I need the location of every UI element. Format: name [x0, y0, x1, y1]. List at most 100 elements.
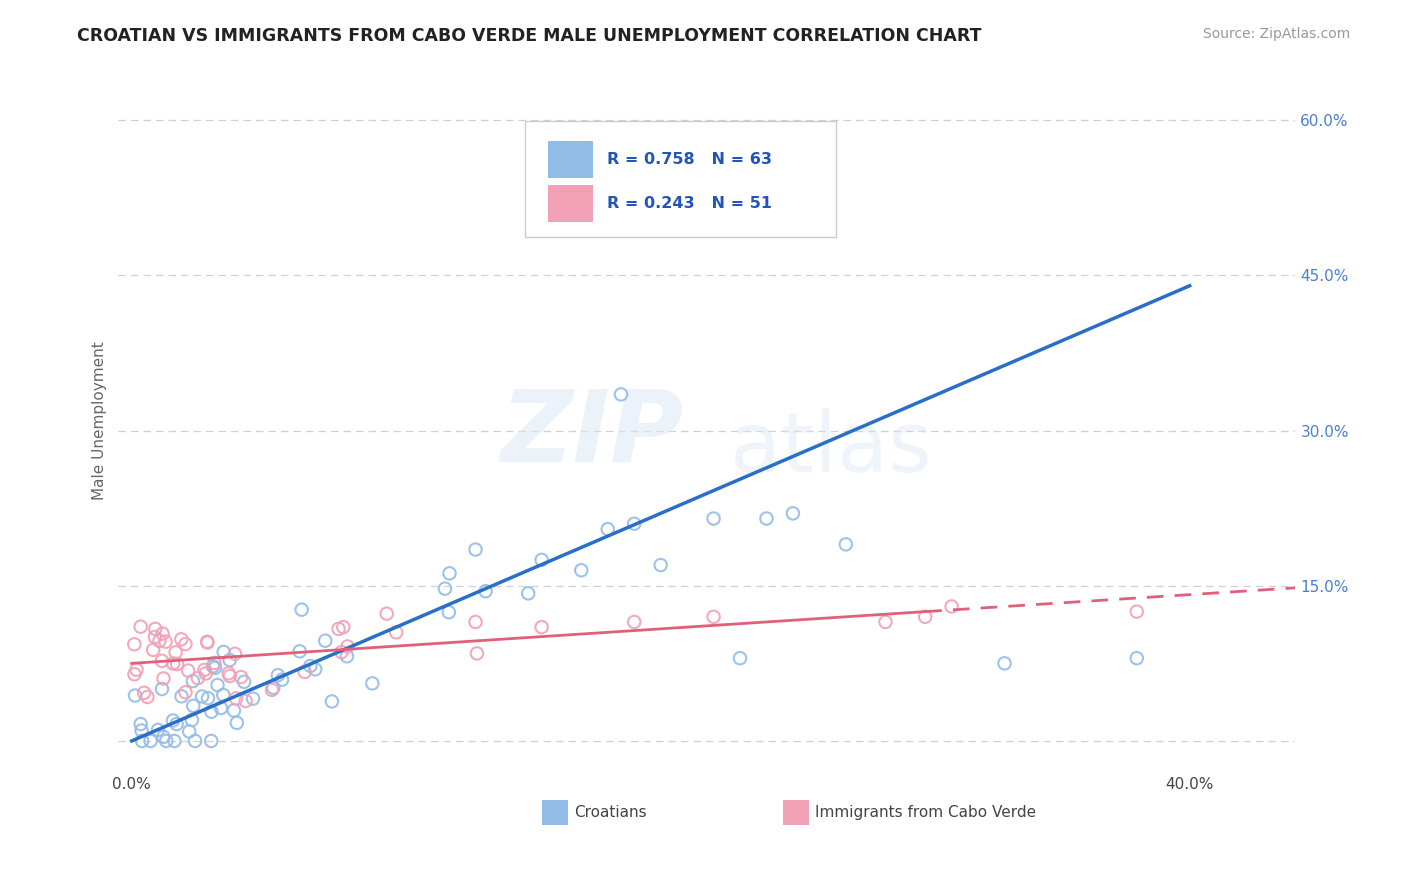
FancyBboxPatch shape [548, 186, 593, 222]
Point [474, 584, 496, 599]
Point [225, 691, 247, 706]
Point [242, 691, 264, 706]
Point [155, 734, 177, 748]
Point [703, 511, 725, 525]
Point [201, 659, 224, 673]
Point [152, 730, 174, 744]
Text: Source: ZipAtlas.com: Source: ZipAtlas.com [1202, 27, 1350, 41]
Point [291, 602, 314, 616]
Point [464, 542, 486, 557]
Point [162, 657, 184, 671]
Text: ZIP: ZIP [501, 386, 683, 483]
Point [336, 649, 359, 664]
Point [1126, 605, 1149, 619]
Point [166, 717, 188, 731]
Point [170, 632, 193, 647]
Text: CROATIAN VS IMMIGRANTS FROM CABO VERDE MALE UNEMPLOYMENT CORRELATION CHART: CROATIAN VS IMMIGRANTS FROM CABO VERDE M… [77, 27, 981, 45]
Point [941, 599, 963, 614]
Point [131, 734, 153, 748]
Point [596, 522, 619, 536]
Point [267, 668, 290, 682]
Point [166, 657, 188, 671]
Point [437, 605, 460, 619]
Point [755, 511, 778, 525]
Point [132, 686, 155, 700]
Point [225, 715, 247, 730]
Point [177, 664, 200, 678]
Point [260, 682, 283, 697]
Point [163, 734, 186, 748]
Point [212, 645, 235, 659]
Point [569, 563, 592, 577]
Point [728, 651, 751, 665]
Point [209, 701, 232, 715]
Point [180, 713, 202, 727]
Point [530, 553, 553, 567]
Point [835, 537, 858, 551]
Point [146, 723, 169, 737]
Point [304, 662, 326, 676]
Point [993, 657, 1015, 671]
Point [294, 665, 316, 679]
Point [336, 640, 359, 654]
Point [233, 674, 256, 689]
Point [229, 670, 252, 684]
Point [271, 673, 294, 687]
Point [191, 690, 214, 704]
Point [235, 694, 257, 708]
Point [204, 661, 226, 675]
Point [464, 615, 486, 629]
Point [148, 633, 170, 648]
Point [262, 681, 284, 695]
Point [174, 685, 197, 699]
Point [152, 672, 174, 686]
Point [197, 691, 219, 706]
Text: Croatians: Croatians [574, 805, 647, 820]
Point [179, 724, 201, 739]
FancyBboxPatch shape [543, 800, 568, 825]
Point [299, 659, 322, 673]
Point [150, 681, 173, 696]
Point [703, 609, 725, 624]
Point [530, 620, 553, 634]
Point [875, 615, 897, 629]
Point [218, 669, 240, 683]
Point [361, 676, 384, 690]
Point [212, 688, 235, 702]
Point [200, 734, 222, 748]
Point [193, 663, 215, 677]
Point [129, 620, 152, 634]
Point [124, 667, 146, 681]
Point [610, 387, 633, 401]
Text: atlas: atlas [731, 408, 932, 489]
Point [465, 647, 488, 661]
Point [207, 678, 229, 692]
Point [125, 663, 148, 677]
Point [218, 666, 240, 681]
Y-axis label: Male Unemployment: Male Unemployment [93, 341, 107, 500]
Point [439, 566, 461, 581]
Point [129, 717, 152, 731]
Point [143, 630, 166, 644]
Point [124, 637, 146, 651]
Point [218, 653, 240, 667]
Point [314, 633, 336, 648]
Point [650, 558, 672, 572]
Point [142, 643, 165, 657]
Point [332, 620, 354, 634]
Point [162, 714, 184, 728]
Point [155, 634, 177, 648]
Point [288, 644, 311, 658]
Point [1126, 651, 1149, 665]
Point [623, 516, 645, 531]
Point [222, 704, 245, 718]
Text: R = 0.243   N = 51: R = 0.243 N = 51 [607, 196, 772, 211]
Point [165, 645, 187, 659]
Point [139, 734, 162, 748]
Point [517, 586, 540, 600]
Point [184, 734, 207, 748]
Point [124, 689, 146, 703]
Text: R = 0.758   N = 63: R = 0.758 N = 63 [607, 152, 772, 167]
Point [136, 690, 159, 704]
Point [375, 607, 398, 621]
